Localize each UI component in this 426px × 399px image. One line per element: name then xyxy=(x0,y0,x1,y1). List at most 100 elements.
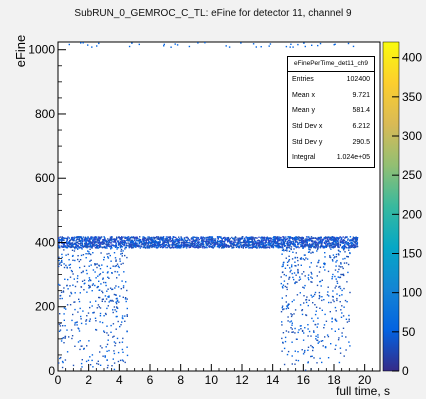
heatmap-cell xyxy=(324,252,325,253)
heatmap-cell xyxy=(123,271,124,272)
heatmap-cell xyxy=(73,244,74,245)
heatmap-cell xyxy=(307,362,308,363)
heatmap-cell xyxy=(249,238,250,239)
heatmap-cell xyxy=(217,244,218,245)
heatmap-cell xyxy=(108,305,109,306)
heatmap-cell xyxy=(97,239,98,240)
heatmap-cell xyxy=(116,243,117,244)
heatmap-cell xyxy=(119,295,120,296)
heatmap-cell xyxy=(343,268,344,269)
heatmap-cell xyxy=(343,236,344,237)
heatmap-cell xyxy=(301,273,302,274)
heatmap-cell xyxy=(251,244,252,245)
heatmap-cell xyxy=(89,249,90,250)
heatmap-cell xyxy=(200,243,201,244)
heatmap-cell xyxy=(98,265,99,266)
heatmap-cell xyxy=(324,314,325,315)
heatmap-cell xyxy=(75,322,76,323)
heatmap-cell xyxy=(111,244,112,245)
heatmap-cell xyxy=(143,241,144,242)
heatmap-cell xyxy=(118,247,119,248)
heatmap-cell xyxy=(328,243,329,244)
heatmap-cell xyxy=(323,239,324,240)
heatmap-cell xyxy=(298,329,299,330)
heatmap-cell xyxy=(245,237,246,238)
stats-value: 581.4 xyxy=(352,107,370,114)
heatmap-cell xyxy=(122,263,123,264)
heatmap-cell xyxy=(95,277,96,278)
heatmap-cell xyxy=(121,239,122,240)
heatmap-cell xyxy=(116,277,117,278)
heatmap-cell xyxy=(334,256,335,257)
heatmap-cell xyxy=(341,332,342,333)
heatmap-cell xyxy=(122,338,123,339)
heatmap-cell xyxy=(98,43,99,44)
heatmap-cell xyxy=(218,238,219,239)
heatmap-cell xyxy=(102,279,103,280)
z-tick-label: 350 xyxy=(402,90,422,104)
heatmap-cell xyxy=(69,237,70,238)
heatmap-cell xyxy=(69,267,70,268)
heatmap-cell xyxy=(291,264,292,265)
heatmap-cell xyxy=(100,365,101,366)
heatmap-cell xyxy=(80,259,81,260)
heatmap-cell xyxy=(345,336,346,337)
heatmap-cell xyxy=(339,286,340,287)
heatmap-cell xyxy=(108,335,109,336)
heatmap-cell xyxy=(170,47,171,48)
heatmap-cell xyxy=(159,240,160,241)
heatmap-cell xyxy=(349,246,350,247)
heatmap-cell xyxy=(293,248,294,249)
heatmap-cell xyxy=(74,346,75,347)
heatmap-cell xyxy=(330,243,331,244)
heatmap-cell xyxy=(78,299,79,300)
heatmap-cell xyxy=(252,237,253,238)
heatmap-cell xyxy=(283,265,284,266)
heatmap-cell xyxy=(335,240,336,241)
heatmap-cell xyxy=(256,244,257,245)
z-tick-label: 100 xyxy=(402,286,422,300)
heatmap-cell xyxy=(88,287,89,288)
heatmap-cell xyxy=(251,238,252,239)
heatmap-cell xyxy=(352,240,353,241)
heatmap-cell xyxy=(339,236,340,237)
heatmap-cell xyxy=(253,247,254,248)
heatmap-cell xyxy=(105,314,106,315)
heatmap-cell xyxy=(159,245,160,246)
heatmap-cell xyxy=(84,243,85,244)
heatmap-cell xyxy=(349,345,350,346)
stats-value: 6.212 xyxy=(352,123,370,130)
heatmap-cell xyxy=(302,287,303,288)
heatmap-cell xyxy=(327,294,328,295)
heatmap-cell xyxy=(136,238,137,239)
heatmap-cell xyxy=(96,363,97,364)
heatmap-cell xyxy=(303,241,304,242)
heatmap-cell xyxy=(232,243,233,244)
heatmap-cell xyxy=(289,259,290,260)
heatmap-cell xyxy=(194,244,195,245)
heatmap-cell xyxy=(284,274,285,275)
heatmap-cell xyxy=(345,349,346,350)
heatmap-cell xyxy=(175,43,176,44)
heatmap-cell xyxy=(251,241,252,242)
heatmap-cell xyxy=(92,312,93,313)
heatmap-cell xyxy=(328,271,329,272)
heatmap-cell xyxy=(89,356,90,357)
heatmap-cell xyxy=(87,44,88,45)
heatmap-cell xyxy=(278,236,279,237)
heatmap-cell xyxy=(67,351,68,352)
heatmap-cell xyxy=(137,238,138,239)
heatmap-cell xyxy=(249,242,250,243)
heatmap-cell xyxy=(88,285,89,286)
heatmap-cell xyxy=(116,238,117,239)
heatmap-cell xyxy=(270,43,271,44)
heatmap-cell xyxy=(97,307,98,308)
heatmap-cell xyxy=(112,336,113,337)
heatmap-cell xyxy=(69,44,70,45)
z-tick-label: 200 xyxy=(402,207,422,221)
heatmap-cell xyxy=(191,244,192,245)
heatmap-cell xyxy=(336,256,337,257)
heatmap-cell xyxy=(115,259,116,260)
heatmap-cell xyxy=(139,246,140,247)
heatmap-cell xyxy=(139,44,140,45)
